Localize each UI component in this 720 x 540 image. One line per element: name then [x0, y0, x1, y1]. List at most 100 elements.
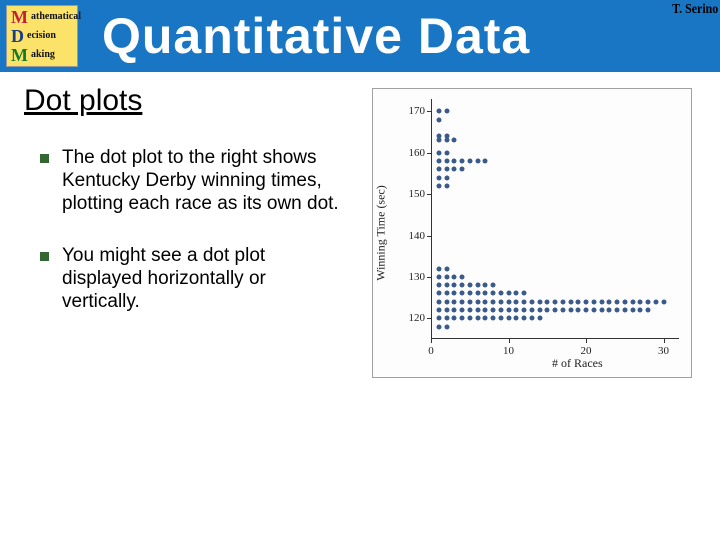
y-axis-label: Winning Time (sec) [374, 185, 389, 281]
dot [506, 299, 511, 304]
dot [638, 299, 643, 304]
y-tick [427, 318, 431, 319]
dot [444, 291, 449, 296]
dot [506, 308, 511, 313]
dot [638, 308, 643, 313]
dot [630, 299, 635, 304]
logo-line: Decision [11, 27, 73, 45]
mdm-logo: MathematicalDecisionMaking [6, 5, 78, 67]
dot [491, 308, 496, 313]
dot [444, 167, 449, 172]
dot [436, 117, 441, 122]
text-column: Dot plots The dot plot to the right show… [28, 84, 348, 378]
dot [467, 291, 472, 296]
slide-body: Dot plots The dot plot to the right show… [0, 72, 720, 378]
slide-title: Quantitative Data [102, 7, 530, 65]
dot [506, 316, 511, 321]
bullet-item: You might see a dot plot displayed horiz… [40, 244, 348, 314]
dot [576, 308, 581, 313]
dot [599, 308, 604, 313]
dot [475, 316, 480, 321]
dot [568, 299, 573, 304]
dot [522, 299, 527, 304]
logo-letter: M [11, 46, 28, 64]
dot [436, 266, 441, 271]
dot [553, 299, 558, 304]
dot [576, 299, 581, 304]
dot [436, 150, 441, 155]
dot [599, 299, 604, 304]
x-tick [431, 339, 432, 343]
dot [584, 299, 589, 304]
dot [444, 150, 449, 155]
dot [444, 324, 449, 329]
logo-line: Mathematical [11, 8, 73, 26]
dot [436, 299, 441, 304]
dotplot-chart: Winning Time (sec) # of Races 1201301401… [372, 88, 692, 378]
dot [475, 299, 480, 304]
x-tick-label: 0 [428, 345, 434, 357]
dot [452, 159, 457, 164]
dot [467, 159, 472, 164]
dot [483, 159, 488, 164]
dot [514, 299, 519, 304]
dot [498, 299, 503, 304]
x-tick-label: 20 [581, 345, 592, 357]
dot [444, 283, 449, 288]
dot [460, 167, 465, 172]
dot [498, 291, 503, 296]
y-tick-label: 130 [399, 271, 425, 283]
dot [436, 167, 441, 172]
dot [483, 308, 488, 313]
logo-line: Making [11, 46, 73, 64]
dot [436, 291, 441, 296]
logo-word: ecision [27, 31, 56, 41]
dot [560, 299, 565, 304]
dot [452, 291, 457, 296]
dot [444, 308, 449, 313]
dot [444, 183, 449, 188]
dot [646, 299, 651, 304]
dot [483, 291, 488, 296]
dot [591, 299, 596, 304]
dot [436, 175, 441, 180]
dot [529, 299, 534, 304]
dot [491, 291, 496, 296]
dot [615, 299, 620, 304]
dot [522, 291, 527, 296]
dot [491, 283, 496, 288]
y-tick-label: 140 [399, 230, 425, 242]
dot [607, 308, 612, 313]
bullet-item: The dot plot to the right shows Kentucky… [40, 146, 348, 216]
dot [436, 109, 441, 114]
dot [467, 283, 472, 288]
dot [615, 308, 620, 313]
dot [444, 266, 449, 271]
dot [591, 308, 596, 313]
dot [537, 316, 542, 321]
dot [522, 316, 527, 321]
logo-letter: M [11, 8, 28, 26]
dot [483, 283, 488, 288]
dot [630, 308, 635, 313]
dot [568, 308, 573, 313]
x-axis-line [431, 338, 679, 339]
y-tick-label: 160 [399, 147, 425, 159]
dot [514, 291, 519, 296]
dot [467, 316, 472, 321]
dot [483, 316, 488, 321]
dot [460, 283, 465, 288]
dot [622, 299, 627, 304]
y-tick [427, 153, 431, 154]
dot [452, 167, 457, 172]
dot [560, 308, 565, 313]
dot [475, 291, 480, 296]
section-title: Dot plots [24, 84, 348, 118]
dot [491, 299, 496, 304]
dot [545, 308, 550, 313]
dot [452, 283, 457, 288]
dot [436, 324, 441, 329]
dot [646, 308, 651, 313]
dot [475, 308, 480, 313]
dot [460, 274, 465, 279]
